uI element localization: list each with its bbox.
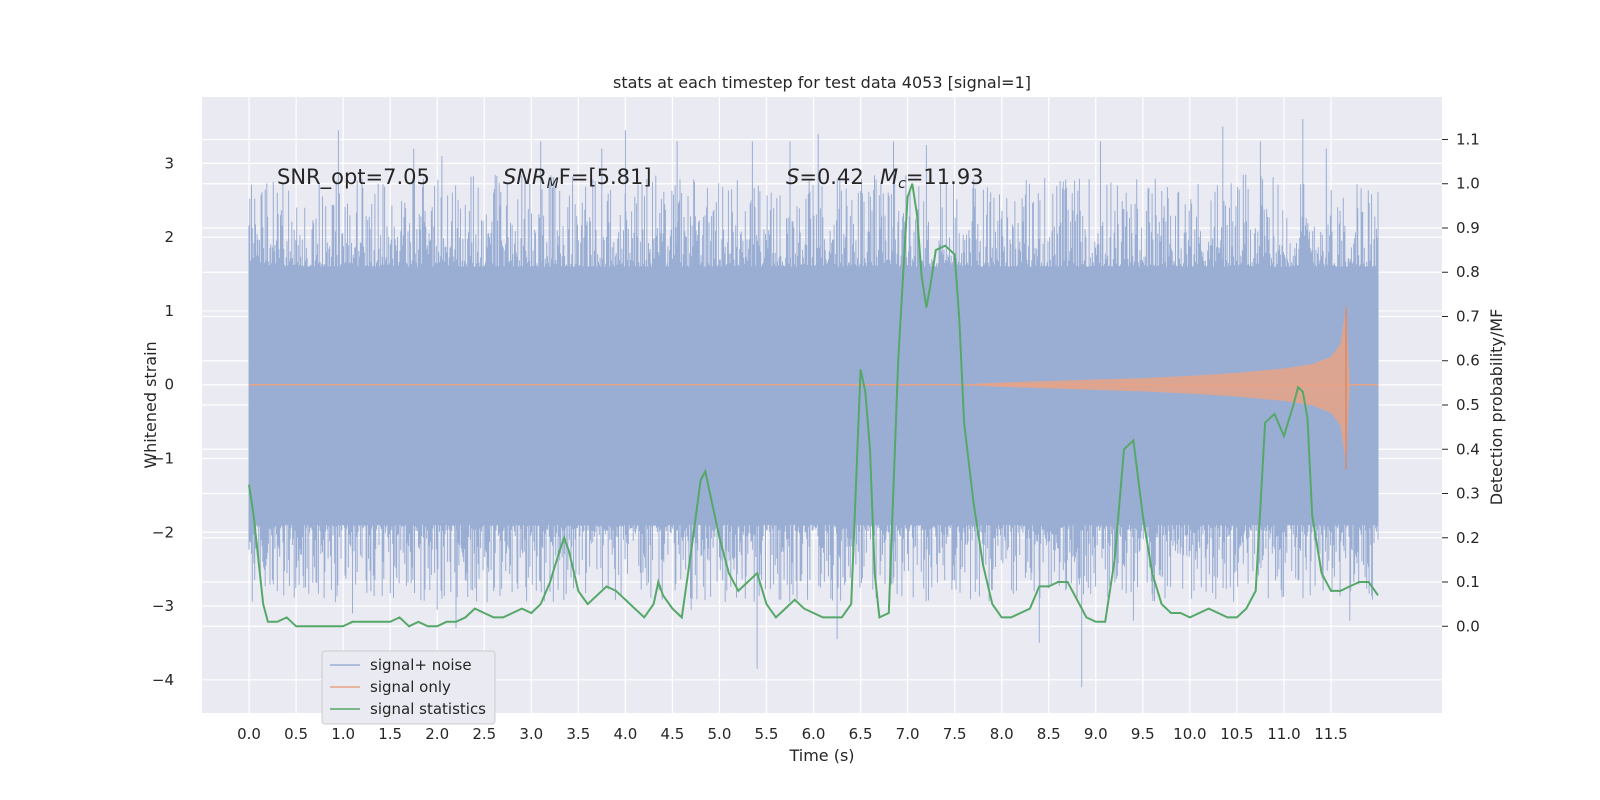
y-tick-label: −2	[152, 523, 174, 541]
y2-tick-label: 0.0	[1456, 617, 1480, 635]
x-tick-label: 6.0	[802, 725, 826, 743]
y2-axis-label: Detection probability/MF	[1487, 309, 1506, 506]
annotation-snr-mf: SNRMF=[5.81]	[503, 165, 652, 192]
y-tick-label: 0	[164, 376, 174, 394]
snr-mf-base: SNR	[503, 165, 547, 189]
annotations: SNR_opt=7.05 SNRMF=[5.81] S=0.42 Mc=11.9…	[277, 165, 984, 192]
x-tick-label: 4.5	[660, 725, 684, 743]
y2-tick-label: 0.2	[1456, 529, 1480, 547]
legend-label-signal-only: signal only	[370, 678, 451, 696]
x-tick-label: 2.5	[472, 725, 496, 743]
y-tick-label: −4	[152, 671, 174, 689]
y-tick-label: −3	[152, 597, 174, 615]
tick-labels: 0.0 0.5 1.0 1.5 2.0 2.5 3.0 3.5 4.0 4.5 5.0 5.5 6.0 6…	[152, 130, 1480, 743]
y-axis-label: Whitened strain	[141, 341, 160, 468]
x-tick-label: 4.0	[613, 725, 637, 743]
x-tick-label: 0.0	[237, 725, 261, 743]
y-tick-label: 2	[164, 228, 174, 246]
y2-tick-label: 0.4	[1456, 440, 1480, 458]
mc-base: M	[880, 165, 898, 189]
y-tick-label: −1	[152, 449, 174, 467]
y2-tick-label: 0.9	[1456, 219, 1480, 237]
x-tick-label: 10.0	[1173, 725, 1206, 743]
x-tick-label: 1.5	[378, 725, 402, 743]
snr-mf-subscript: M	[547, 176, 559, 192]
annotation-snr-opt: SNR_opt=7.05	[277, 165, 430, 190]
legend-label-signal-noise: signal+ noise	[370, 656, 472, 674]
series-signal-noise	[248, 119, 1379, 688]
x-tick-label: 3.0	[519, 725, 543, 743]
legend-label-signal-statistics: signal statistics	[370, 700, 486, 718]
y2-tick-label: 0.1	[1456, 573, 1480, 591]
x-tick-label: 10.5	[1220, 725, 1253, 743]
x-tick-label: 5.5	[755, 725, 779, 743]
y2-tick-label: 0.5	[1456, 396, 1480, 414]
x-tick-label: 8.5	[1037, 725, 1061, 743]
statistics-line	[248, 183, 1379, 628]
x-tick-label: 9.5	[1131, 725, 1155, 743]
x-tick-label: 5.0	[708, 725, 732, 743]
x-tick-label: 1.0	[331, 725, 355, 743]
x-tick-label: 11.0	[1267, 725, 1300, 743]
x-axis-label: Time (s)	[788, 746, 854, 765]
s-value: =0.42	[799, 165, 863, 189]
snr-mf-rest: F=[5.81]	[559, 165, 652, 189]
x-tick-label: 8.0	[990, 725, 1014, 743]
x-tick-label: 3.5	[566, 725, 590, 743]
s-symbol: S	[786, 165, 799, 189]
legend: signal+ noise signal only signal statist…	[321, 650, 496, 725]
x-tick-label: 7.5	[943, 725, 967, 743]
chart-title: stats at each timestep for test data 405…	[613, 73, 1031, 92]
annotation-mc: Mc=11.93	[880, 165, 984, 192]
legend-box	[321, 650, 496, 725]
y-tick-label: 3	[164, 154, 174, 172]
x-tick-label: 11.5	[1314, 725, 1347, 743]
y2-tick-label: 1.1	[1456, 130, 1480, 148]
y2-tick-label: 1.0	[1456, 175, 1480, 193]
y2-tick-label: 0.6	[1456, 352, 1480, 370]
mc-value: =11.93	[906, 165, 984, 189]
y2-tick-label: 0.3	[1456, 485, 1480, 503]
y2-tick-label: 0.7	[1456, 307, 1480, 325]
x-tick-label: 2.0	[425, 725, 449, 743]
x-tick-label: 6.5	[849, 725, 873, 743]
y-tick-label: 1	[164, 302, 174, 320]
y2-tick-label: 0.8	[1456, 263, 1480, 281]
series-signal-only	[249, 307, 1379, 470]
mc-subscript: c	[898, 176, 906, 192]
x-tick-label: 9.0	[1084, 725, 1108, 743]
annotation-s: S=0.42	[786, 165, 864, 189]
x-tick-label: 7.0	[896, 725, 920, 743]
x-tick-label: 0.5	[284, 725, 308, 743]
series-signal-statistics	[248, 183, 1379, 628]
